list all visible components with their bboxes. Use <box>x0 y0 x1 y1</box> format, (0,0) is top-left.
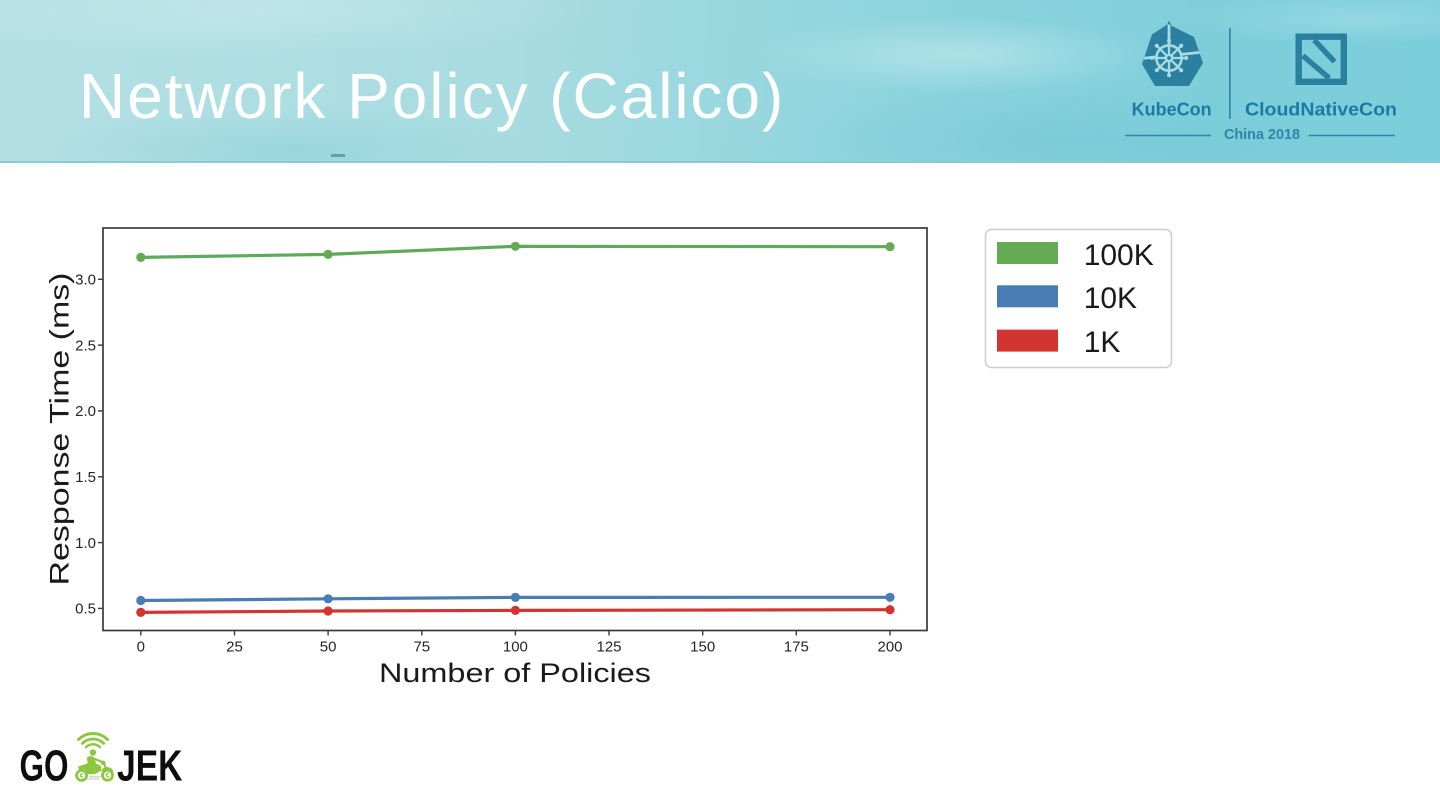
svg-text:150: 150 <box>690 639 715 656</box>
svg-text:Number of Policies: Number of Policies <box>379 658 651 688</box>
svg-text:100K: 100K <box>1084 239 1154 272</box>
svg-text:3.0: 3.0 <box>75 272 96 289</box>
svg-text:1.0: 1.0 <box>75 535 96 552</box>
svg-text:0.5: 0.5 <box>75 601 96 618</box>
svg-text:1K: 1K <box>1084 326 1121 359</box>
svg-text:GO: GO <box>20 742 69 791</box>
svg-text:75: 75 <box>413 639 430 656</box>
svg-text:125: 125 <box>596 639 621 656</box>
svg-text:JEK: JEK <box>117 742 183 791</box>
svg-text:KubeCon: KubeCon <box>1132 98 1212 119</box>
svg-text:200: 200 <box>877 639 902 656</box>
svg-text:0: 0 <box>137 639 145 656</box>
svg-text:CloudNativeCon: CloudNativeCon <box>1245 98 1397 119</box>
svg-text:10K: 10K <box>1084 282 1137 315</box>
svg-text:Response Time (ms): Response Time (ms) <box>45 273 75 586</box>
svg-text:50: 50 <box>320 639 337 656</box>
svg-text:25: 25 <box>226 639 243 656</box>
svg-text:2.0: 2.0 <box>75 403 96 420</box>
svg-text:2.5: 2.5 <box>75 337 96 354</box>
svg-text:China 2018: China 2018 <box>1224 126 1300 143</box>
svg-text:100: 100 <box>503 639 528 656</box>
svg-text:175: 175 <box>784 639 809 656</box>
svg-text:1.5: 1.5 <box>75 469 96 486</box>
